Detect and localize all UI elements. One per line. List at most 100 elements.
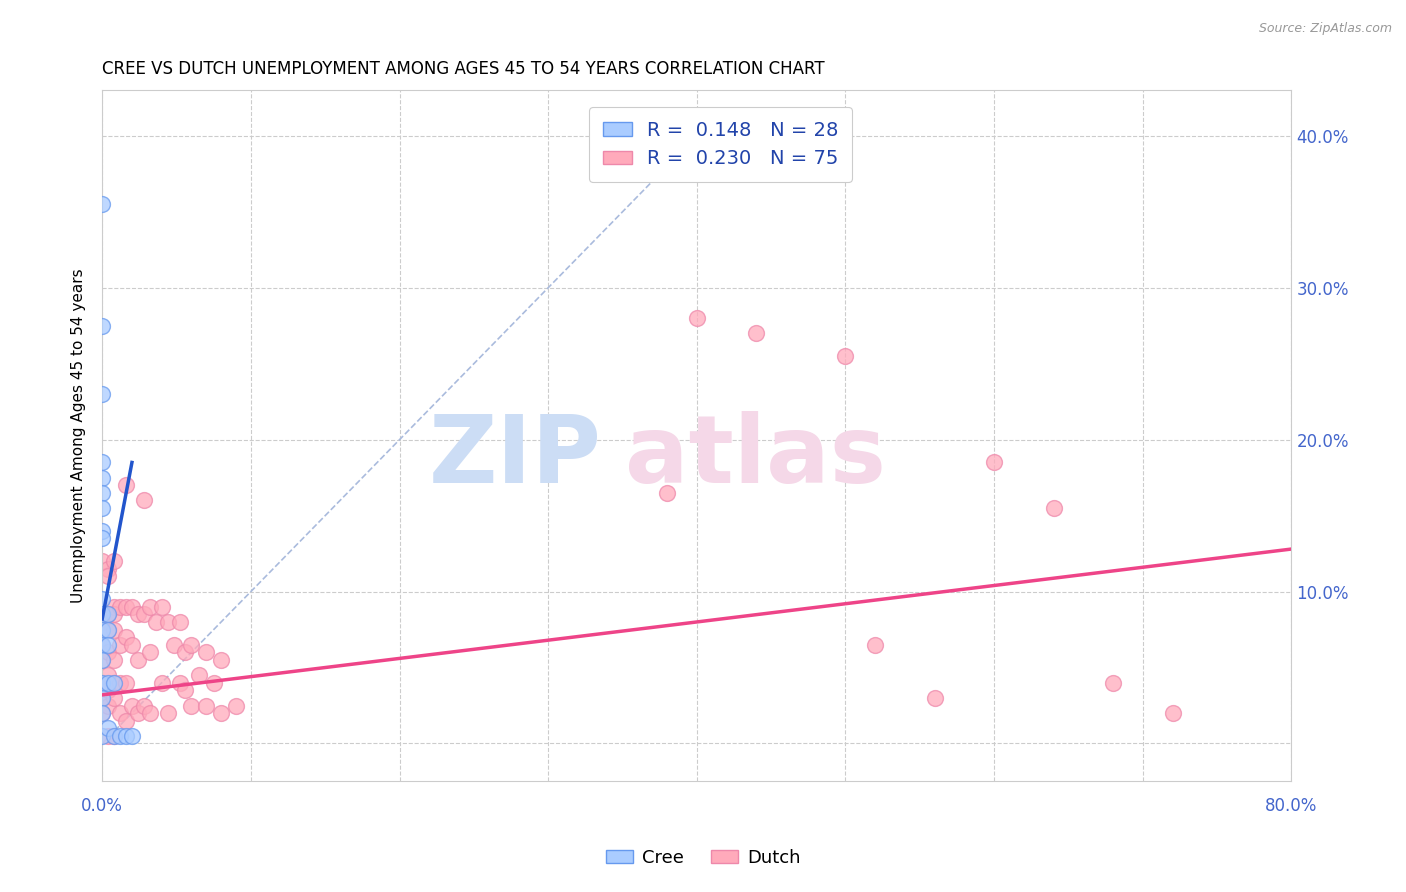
Point	[108, 599, 131, 614]
Point	[139, 645, 162, 659]
Point	[127, 653, 149, 667]
Point	[97, 607, 120, 622]
Point	[91, 607, 114, 622]
Point	[145, 615, 167, 629]
Point	[174, 645, 197, 659]
Point	[132, 607, 155, 622]
Point	[97, 623, 120, 637]
Point	[115, 630, 138, 644]
Point	[97, 721, 120, 735]
Point	[169, 615, 191, 629]
Point	[91, 455, 114, 469]
Text: ZIP: ZIP	[429, 410, 602, 502]
Point	[91, 653, 114, 667]
Point	[91, 623, 114, 637]
Legend: Cree, Dutch: Cree, Dutch	[599, 842, 807, 874]
Point	[97, 638, 120, 652]
Point	[121, 638, 143, 652]
Point	[103, 729, 125, 743]
Point	[97, 645, 120, 659]
Point	[91, 729, 114, 743]
Point	[108, 706, 131, 720]
Legend: R =  0.148   N = 28, R =  0.230   N = 75: R = 0.148 N = 28, R = 0.230 N = 75	[589, 107, 852, 182]
Point	[108, 638, 131, 652]
Point	[91, 486, 114, 500]
Point	[139, 706, 162, 720]
Point	[187, 668, 209, 682]
Point	[108, 729, 131, 743]
Point	[91, 607, 114, 622]
Point	[156, 706, 179, 720]
Point	[863, 638, 886, 652]
Point	[91, 638, 114, 652]
Point	[115, 714, 138, 728]
Point	[91, 532, 114, 546]
Text: atlas: atlas	[626, 410, 886, 502]
Point	[209, 706, 232, 720]
Point	[103, 554, 125, 568]
Point	[91, 706, 114, 720]
Point	[169, 675, 191, 690]
Point	[97, 607, 120, 622]
Point	[1161, 706, 1184, 720]
Point	[115, 478, 138, 492]
Point	[127, 607, 149, 622]
Point	[97, 683, 120, 698]
Point	[115, 675, 138, 690]
Point	[91, 675, 114, 690]
Text: CREE VS DUTCH UNEMPLOYMENT AMONG AGES 45 TO 54 YEARS CORRELATION CHART: CREE VS DUTCH UNEMPLOYMENT AMONG AGES 45…	[103, 60, 825, 78]
Point	[195, 645, 218, 659]
Y-axis label: Unemployment Among Ages 45 to 54 years: Unemployment Among Ages 45 to 54 years	[72, 268, 86, 603]
Point	[97, 675, 120, 690]
Text: Source: ZipAtlas.com: Source: ZipAtlas.com	[1258, 22, 1392, 36]
Point	[115, 599, 138, 614]
Point	[91, 638, 114, 652]
Point	[91, 387, 114, 401]
Point	[209, 653, 232, 667]
Point	[121, 599, 143, 614]
Point	[103, 607, 125, 622]
Point	[686, 311, 709, 326]
Point	[127, 706, 149, 720]
Point	[91, 318, 114, 333]
Point	[1102, 675, 1125, 690]
Text: 80.0%: 80.0%	[1265, 797, 1317, 814]
Point	[132, 493, 155, 508]
Point	[174, 683, 197, 698]
Point	[983, 455, 1005, 469]
Point	[139, 599, 162, 614]
Point	[121, 698, 143, 713]
Point	[97, 698, 120, 713]
Point	[195, 698, 218, 713]
Point	[91, 501, 114, 516]
Point	[91, 690, 114, 705]
Point	[180, 638, 202, 652]
Point	[91, 592, 114, 607]
Point	[103, 690, 125, 705]
Point	[1042, 501, 1064, 516]
Point	[745, 326, 768, 341]
Point	[91, 653, 114, 667]
Point	[655, 486, 678, 500]
Point	[91, 690, 114, 705]
Point	[103, 599, 125, 614]
Point	[156, 615, 179, 629]
Point	[103, 653, 125, 667]
Point	[97, 729, 120, 743]
Point	[103, 623, 125, 637]
Point	[103, 675, 125, 690]
Point	[162, 638, 184, 652]
Point	[834, 349, 856, 363]
Point	[91, 615, 114, 629]
Point	[103, 675, 125, 690]
Point	[115, 729, 138, 743]
Text: 0.0%: 0.0%	[82, 797, 124, 814]
Point	[91, 554, 114, 568]
Point	[108, 675, 131, 690]
Point	[924, 690, 946, 705]
Point	[132, 698, 155, 713]
Point	[91, 675, 114, 690]
Point	[97, 569, 120, 583]
Point	[91, 470, 114, 484]
Point	[91, 524, 114, 538]
